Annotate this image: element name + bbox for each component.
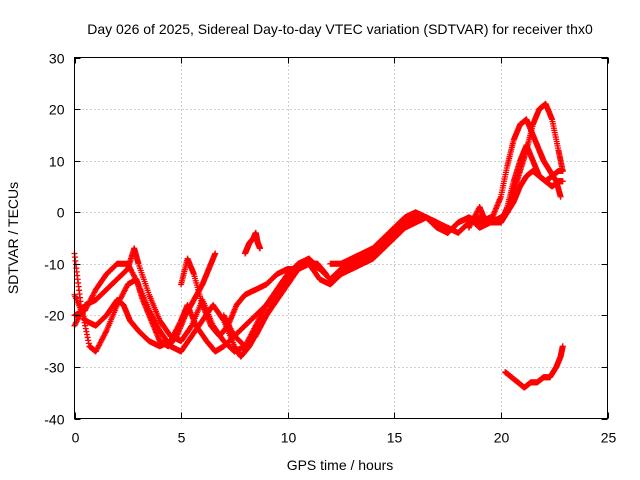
x-tick-label: 5 [178, 430, 186, 446]
y-tick-label: -10 [44, 257, 64, 273]
plot-frame [74, 57, 608, 419]
data-point [559, 167, 566, 174]
data-points [71, 100, 566, 391]
y-tick-label: 10 [49, 154, 65, 170]
series-track-6 [220, 167, 566, 350]
y-tick-label: 0 [57, 205, 65, 221]
y-tick-label: 20 [49, 102, 65, 118]
x-tick-label: 10 [281, 430, 297, 446]
y-axis-label: SDTVAR / TECUs [5, 182, 21, 294]
y-tick-label: -20 [44, 308, 64, 324]
series-isolated-late [502, 343, 566, 391]
series-track-7 [327, 142, 566, 267]
x-tick-label: 0 [72, 430, 80, 446]
axis-ticks: -40 -30 -20 -10 0 10 20 30 0 5 10 15 20 25 [44, 51, 616, 446]
data-point [559, 343, 566, 350]
y-tick-label: 30 [49, 51, 65, 67]
data-point [256, 245, 263, 252]
chart-title: Day 026 of 2025, Sidereal Day-to-day VTE… [87, 21, 593, 37]
x-tick-label: 15 [387, 430, 403, 446]
y-tick-label: -40 [44, 412, 64, 428]
data-point [212, 250, 219, 257]
grid-lines [74, 57, 608, 419]
data-point [559, 178, 566, 185]
series-isolated-8.6h [242, 229, 263, 257]
data-point [557, 193, 564, 200]
series-track-8 [465, 116, 564, 231]
x-axis-label: GPS time / hours [287, 457, 394, 473]
series-track-5 [178, 100, 566, 339]
y-tick-label: -30 [44, 360, 64, 376]
x-tick-label: 20 [494, 430, 510, 446]
x-tick-label: 25 [601, 430, 617, 446]
